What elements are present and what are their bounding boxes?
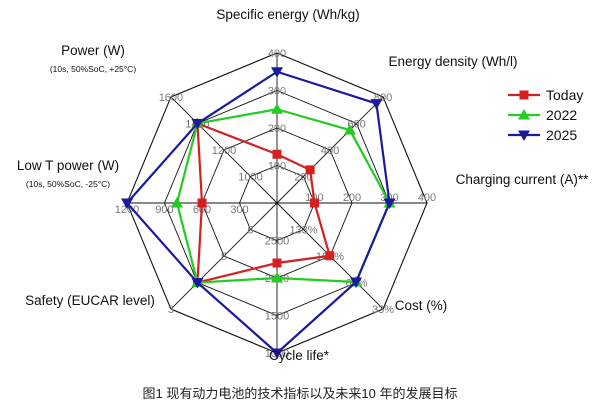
data-point (272, 149, 282, 159)
tick-label: 100 (268, 161, 286, 173)
tick-label: 1600 (159, 92, 183, 104)
axis-label: Energy density (Wh/l) (388, 54, 517, 69)
radar-axis-labels: Specific energy (Wh/kg) Energy density (W… (17, 7, 589, 363)
grid-spoke (170, 202, 278, 310)
data-point (272, 258, 282, 268)
data-point (305, 165, 315, 175)
legend: Today 2022 2025 (508, 87, 583, 143)
tick-label: 1200 (212, 145, 236, 157)
legend-label: Today (546, 87, 583, 103)
axis-label: Power (W) (61, 43, 125, 58)
legend-label: 2022 (546, 107, 577, 123)
data-point (191, 118, 204, 130)
legend-marker (519, 90, 529, 100)
tick-label: 1500 (265, 311, 289, 323)
data-point (271, 103, 283, 114)
axis-label: Low T power (W) (17, 158, 119, 173)
tick-label: 400 (268, 48, 286, 60)
tick-label: 200 (268, 123, 286, 135)
grid-spoke (276, 96, 384, 204)
tick-label: 33% (372, 304, 394, 316)
tick-label: 200 (294, 171, 312, 183)
tick-label: 5 (221, 251, 227, 263)
tick-label: 600 (347, 118, 365, 130)
data-point (350, 277, 363, 289)
radar-grid (126, 52, 428, 354)
tick-label: 300 (230, 204, 248, 216)
data-point (325, 251, 335, 261)
data-point (121, 198, 133, 209)
axis-sublabel: (10s, 50%SoC, +25°C) (50, 64, 136, 74)
legend-marker (518, 109, 530, 120)
data-point (271, 272, 283, 283)
data-point (271, 67, 283, 78)
legend-label: 2025 (546, 127, 577, 143)
axis-label: Cycle life* (269, 348, 330, 363)
data-point (191, 278, 204, 289)
grid-spoke (170, 96, 278, 204)
data-point (343, 124, 356, 135)
tick-label: 1000 (238, 171, 262, 183)
axis-sublabel: (10s, 50%SoC, -25°C) (26, 179, 110, 189)
tick-label: 400 (321, 145, 339, 157)
radar-series (121, 67, 396, 359)
legend-marker (518, 130, 530, 141)
radar-tick-labels: 100200300400200400600800100200300400133%… (115, 48, 436, 360)
axis-label: Cost (%) (395, 298, 448, 313)
tick-label: 6 (247, 225, 253, 237)
data-point (370, 99, 383, 110)
tick-label: 200 (343, 192, 361, 204)
tick-label: 900 (155, 204, 173, 216)
data-point (310, 198, 319, 208)
tick-label: 3 (168, 304, 174, 316)
data-point (171, 197, 183, 208)
tick-label: 133% (289, 225, 317, 237)
axis-label: Charging current (A)** (456, 172, 590, 187)
data-point (383, 198, 396, 209)
tick-label: 400 (418, 192, 436, 204)
data-point (271, 348, 283, 359)
tick-label: 2500 (265, 236, 289, 248)
data-point (197, 198, 207, 208)
figure-caption: 图1 现有动力电池的技术指标以及未来10 年的发展目标 (143, 386, 458, 401)
tick-label: 1200 (115, 204, 139, 216)
axis-label: Specific energy (Wh/kg) (216, 7, 359, 22)
tick-label: 300 (268, 86, 286, 98)
axis-label: Safety (EUCAR level) (25, 293, 155, 308)
